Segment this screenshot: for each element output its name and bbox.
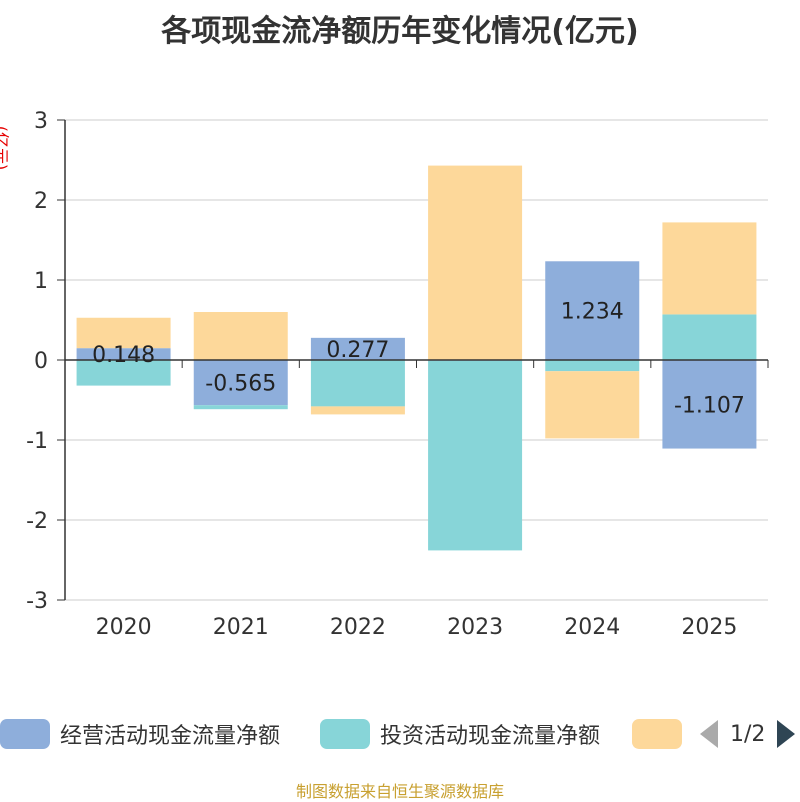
y-tick-label: 0 [34, 349, 48, 374]
chart-plot: -3 -2 -1 0 1 2 3 2020 2021 2022 2023 2024 2025 0.148 -… [26, 109, 769, 640]
y-tick-label: -3 [26, 589, 48, 614]
legend-swatch-investing [320, 719, 370, 749]
x-tick-label: 2022 [330, 615, 386, 640]
bar-2020-series-1 [76, 360, 171, 386]
y-tick-label: -1 [26, 429, 48, 454]
legend-swatch-financing [632, 719, 682, 749]
chart-title: 各项现金流净额历年变化情况(亿元) [161, 14, 639, 49]
bar-2021-series-1 [193, 405, 288, 410]
legend-label-operating: 经营活动现金流量净额 [60, 724, 281, 749]
bar-2021-series-0 [193, 360, 288, 406]
bar-2023-series-2 [428, 165, 523, 360]
y-tick-label: -2 [26, 509, 48, 534]
x-tick-label: 2024 [564, 615, 620, 640]
bar-2024-series-1 [545, 360, 640, 372]
x-tick-label: 2023 [447, 615, 503, 640]
bar-2024-series-0 [545, 261, 640, 360]
y-tick-label: 2 [34, 189, 48, 214]
pager-prev-icon[interactable] [700, 720, 718, 748]
legend-item-financing[interactable] [632, 718, 692, 750]
data-label: 0.148 [92, 343, 155, 368]
x-tick-label: 2020 [96, 615, 152, 640]
y-tick-label: 3 [34, 109, 48, 134]
bar-2025-series-2 [662, 222, 757, 315]
bar-2025-series-0 [662, 360, 757, 449]
pager-next-icon[interactable] [777, 720, 796, 748]
data-label: 1.234 [561, 300, 624, 325]
bar-2022-series-1 [310, 360, 405, 407]
legend-item-investing[interactable]: 投资活动现金流量净额 [320, 718, 600, 750]
x-tick-label: 2021 [213, 615, 269, 640]
data-label: -0.565 [205, 372, 276, 397]
bar-2022-series-0 [310, 337, 405, 360]
y-tick-label: 1 [34, 269, 48, 294]
legend-swatch-operating [0, 719, 50, 749]
footer-source: 制图数据来自恒生聚源数据库 [295, 782, 504, 801]
bar-2025-series-1 [662, 314, 757, 360]
bar-2022-series-2 [310, 406, 405, 415]
data-label: -1.107 [674, 393, 745, 418]
x-tick-label: 2025 [681, 615, 737, 640]
bar-2023-series-1 [428, 360, 523, 551]
bar-2021-series-2 [193, 312, 288, 360]
legend-label-investing: 投资活动现金流量净额 [380, 724, 601, 749]
legend-page-indicator: 1/2 [730, 721, 766, 747]
legend-pager: 1/2 [700, 718, 796, 750]
bar-2020-series-0 [76, 348, 171, 360]
bar-2024-series-2 [545, 371, 640, 439]
data-label: 0.277 [326, 338, 389, 363]
legend-item-operating[interactable]: 经营活动现金流量净额 [0, 718, 280, 750]
bar-2020-series-2 [76, 317, 171, 349]
